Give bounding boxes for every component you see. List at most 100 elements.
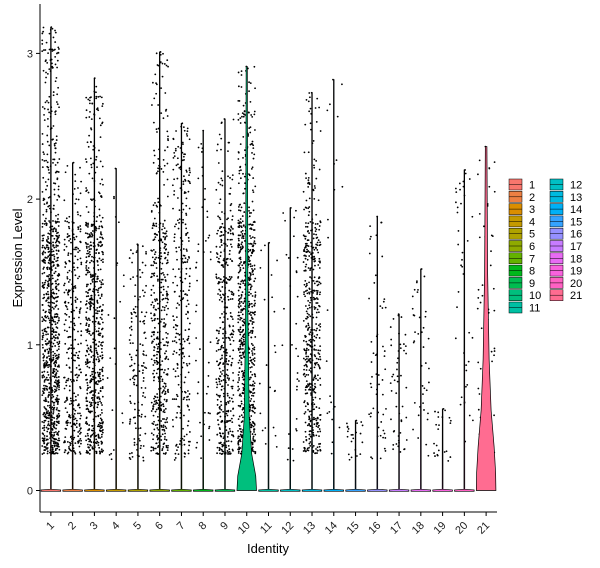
data-point: [166, 259, 169, 262]
data-point: [97, 322, 100, 325]
data-point: [167, 139, 170, 142]
data-point: [316, 293, 319, 295]
data-point: [58, 409, 61, 412]
data-point: [42, 239, 45, 242]
data-point: [248, 306, 251, 309]
data-point: [231, 178, 234, 181]
data-point: [102, 253, 104, 256]
data-point: [237, 222, 240, 224]
data-point: [134, 311, 137, 314]
data-point: [313, 298, 315, 301]
data-point: [173, 350, 176, 353]
data-point: [226, 306, 229, 309]
data-point: [68, 447, 71, 450]
data-point: [96, 406, 99, 409]
data-point: [174, 336, 177, 339]
data-point: [304, 405, 307, 408]
data-point: [304, 388, 307, 391]
data-point: [315, 237, 318, 239]
data-point: [166, 59, 169, 62]
data-point: [56, 398, 59, 400]
data-point: [188, 167, 191, 170]
data-point: [51, 448, 54, 451]
data-point: [54, 337, 57, 339]
data-point: [172, 315, 175, 318]
data-point: [313, 290, 316, 292]
data-point: [369, 382, 372, 385]
data-point: [150, 210, 153, 212]
data-point: [167, 138, 169, 140]
data-point: [150, 342, 153, 344]
data-point: [219, 290, 222, 293]
data-point: [91, 446, 94, 449]
data-point: [45, 41, 48, 44]
data-point: [55, 170, 58, 173]
data-point: [196, 441, 198, 444]
data-point: [69, 278, 71, 281]
data-point: [172, 156, 175, 159]
data-point: [242, 282, 245, 285]
data-point: [182, 143, 184, 146]
data-point: [204, 187, 206, 190]
data-point: [99, 437, 101, 439]
data-point: [182, 347, 185, 350]
data-point: [150, 276, 152, 279]
data-point: [74, 296, 77, 299]
data-point: [100, 220, 102, 223]
data-point: [252, 450, 255, 453]
data-point: [51, 288, 54, 291]
data-point: [187, 236, 190, 239]
data-point: [238, 252, 241, 254]
data-point: [43, 429, 46, 432]
data-point: [216, 143, 219, 146]
data-point: [249, 263, 252, 265]
data-point: [96, 440, 99, 443]
data-point: [351, 433, 354, 436]
data-point: [98, 373, 101, 376]
data-point: [229, 209, 232, 212]
data-point: [47, 333, 49, 335]
data-point: [227, 360, 230, 362]
data-point: [48, 277, 51, 280]
data-point: [64, 407, 67, 410]
data-point: [237, 182, 240, 185]
data-point: [187, 328, 190, 331]
data-point: [306, 343, 309, 346]
data-point: [316, 241, 319, 244]
data-point: [47, 118, 49, 120]
data-point: [308, 304, 311, 307]
data-point: [55, 408, 58, 411]
data-point: [303, 283, 306, 286]
data-point: [252, 394, 255, 397]
data-point: [88, 317, 90, 320]
data-point: [66, 396, 68, 399]
data-point: [55, 424, 58, 427]
data-point: [160, 255, 163, 258]
data-point: [99, 377, 102, 380]
data-point: [315, 323, 318, 325]
data-point: [232, 349, 235, 352]
data-point: [64, 449, 67, 451]
data-point: [242, 408, 244, 411]
data-point: [250, 243, 253, 245]
data-point: [249, 286, 252, 289]
data-point: [47, 366, 50, 369]
data-point: [317, 363, 320, 366]
data-point: [317, 324, 320, 327]
data-point: [142, 369, 144, 372]
data-point: [57, 380, 60, 383]
data-point: [163, 393, 166, 395]
data-point: [252, 358, 255, 361]
data-point: [145, 311, 148, 314]
data-point: [381, 393, 384, 396]
data-point: [302, 441, 305, 443]
data-point: [42, 287, 45, 289]
data-point: [291, 343, 293, 346]
data-point: [43, 114, 45, 116]
data-point: [316, 244, 319, 247]
data-point: [206, 210, 209, 213]
data-point: [46, 161, 49, 164]
data-point: [95, 91, 97, 94]
data-point: [309, 276, 311, 278]
data-point: [254, 302, 257, 305]
